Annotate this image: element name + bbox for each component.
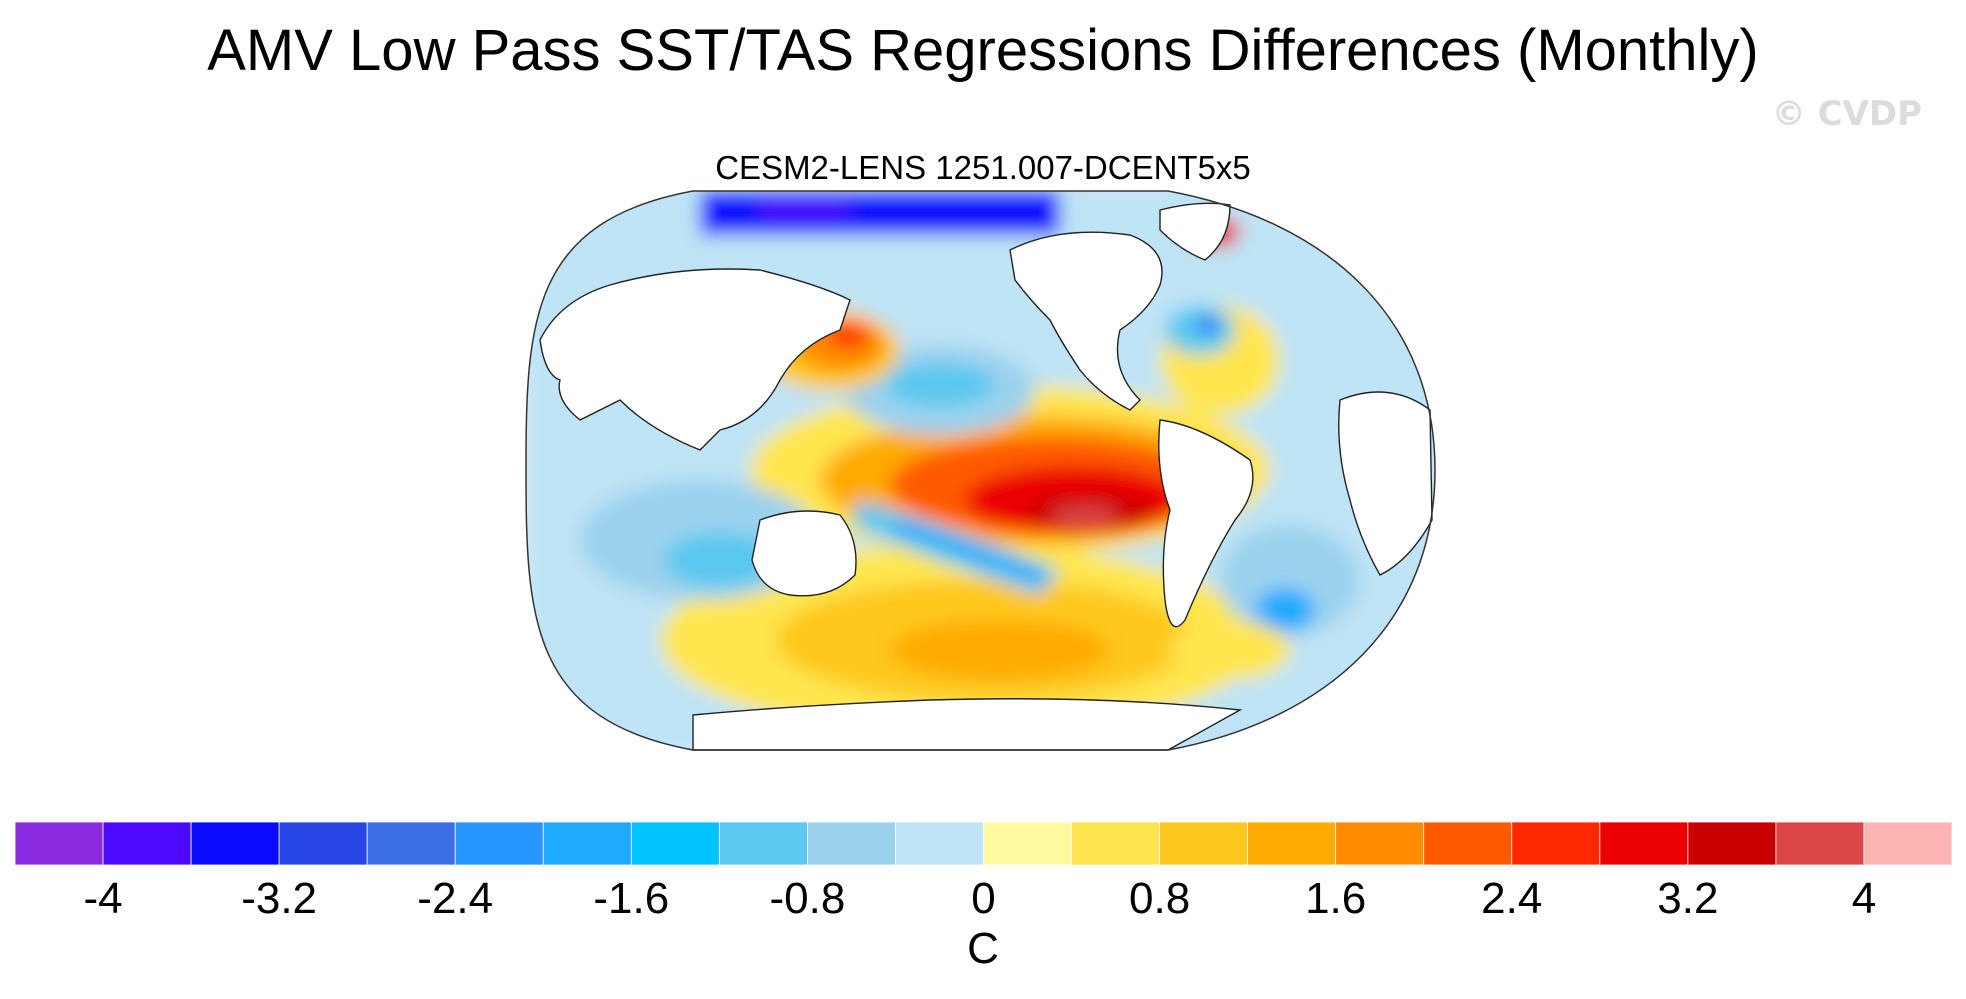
colorbar-tick-label: 1.6 (1305, 874, 1367, 923)
colorbar-units: C (967, 924, 999, 973)
colorbar-box (807, 821, 896, 866)
colorbar-box (1775, 821, 1865, 866)
africa-landmass (1338, 391, 1433, 576)
colorbar-box (630, 821, 720, 866)
colorbar-box (1511, 821, 1601, 866)
colorbar-tick-label: -3.2 (241, 874, 318, 923)
colorbar-box (1071, 821, 1160, 866)
colorbar-tick-label: -2.4 (417, 874, 494, 923)
colorbar-tick-label: 4 (1851, 874, 1877, 923)
colorbar-box (1423, 821, 1513, 866)
colorbar-box (1159, 821, 1249, 866)
eurasia-west-landmass (539, 268, 851, 451)
colorbar-box (14, 821, 104, 866)
colorbar-tick-label: 3.2 (1657, 874, 1719, 923)
colorbar-box (718, 821, 808, 866)
colorbar-tick-label: -0.8 (769, 874, 846, 923)
colorbar-box (542, 821, 632, 866)
colorbar-tick-label: -1.6 (593, 874, 670, 923)
panel-subtitle: CESM2-LENS 1251.007-DCENT5x5 (715, 149, 1251, 186)
antarctica-landmass (692, 698, 1243, 751)
colorbar-box (190, 821, 280, 866)
globe-outline (525, 190, 1436, 751)
colorbar-box (1335, 821, 1425, 866)
colorbar-tick-label: 0 (971, 874, 996, 923)
colorbar-box (895, 821, 984, 866)
figure-title: AMV Low Pass SST/TAS Regressions Differe… (207, 18, 1759, 83)
land-masks (539, 202, 1433, 751)
colorbar-box (1687, 821, 1777, 866)
colorbar-box (1863, 821, 1953, 866)
colorbar-box (454, 821, 544, 866)
colorbar-box (1247, 821, 1337, 866)
north-america-landmass (1009, 231, 1163, 411)
south-america-landmass (1158, 419, 1254, 628)
colorbar-box (278, 821, 368, 866)
cvdp-watermark: © CVDP (1771, 94, 1922, 134)
colorbar-box (983, 821, 1072, 866)
colorbar-box (102, 821, 192, 866)
australia-landmass (751, 510, 857, 597)
colorbar-box (1599, 821, 1689, 866)
colorbar-tick-label: -4 (83, 874, 123, 923)
colorbar-box (366, 821, 456, 866)
colorbar-tick-label: 2.4 (1481, 874, 1543, 923)
colorbar-tick-label: 0.8 (1128, 874, 1191, 923)
greenland-landmass (1159, 202, 1231, 261)
